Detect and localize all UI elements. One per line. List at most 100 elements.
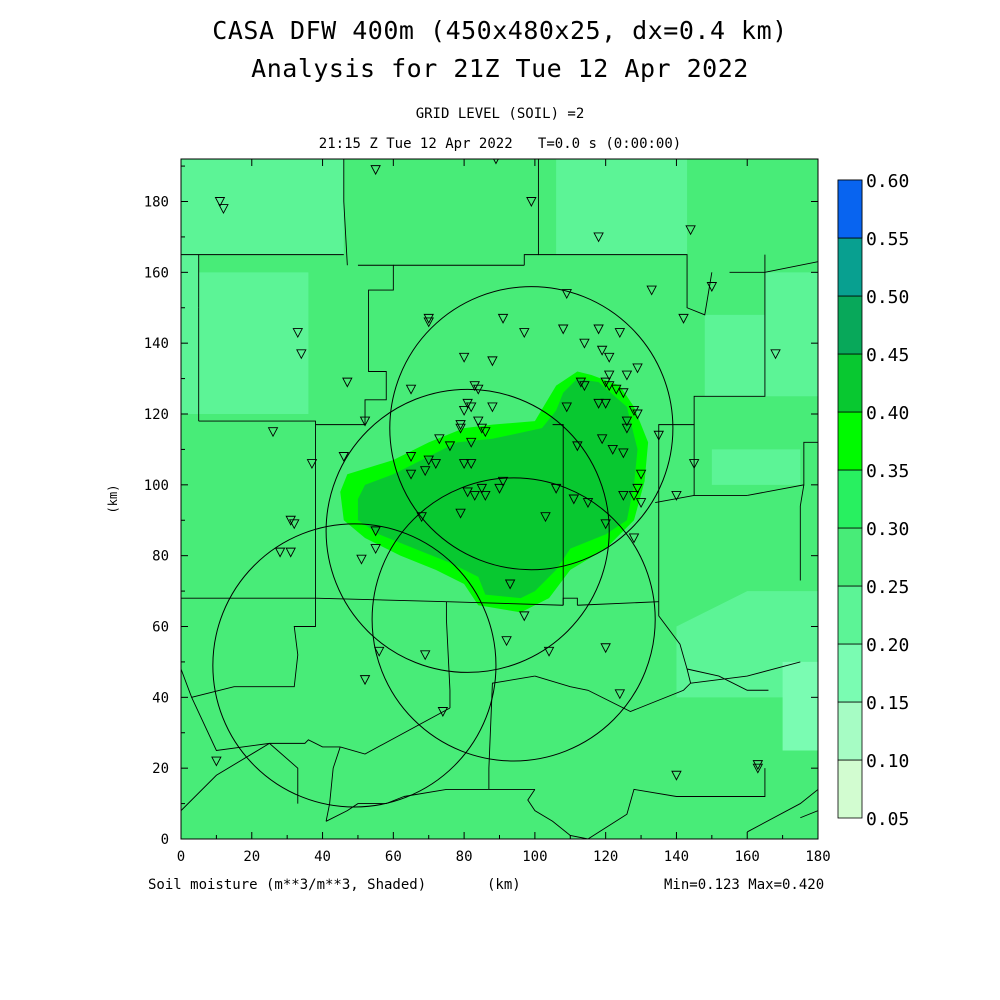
station-marker bbox=[635, 498, 647, 509]
shading-patch-0.20-0.25 bbox=[181, 159, 344, 255]
county-boundary bbox=[340, 707, 451, 755]
station-marker bbox=[458, 406, 470, 416]
range-ring bbox=[325, 388, 610, 673]
y-tick-label: 20 bbox=[152, 761, 169, 777]
station-marker bbox=[568, 494, 580, 505]
shading-patch-0.20-0.25 bbox=[181, 254, 199, 414]
station-marker bbox=[575, 377, 587, 388]
station-marker bbox=[405, 452, 417, 462]
station-marker bbox=[462, 487, 473, 498]
station-marker bbox=[540, 512, 551, 523]
station-marker bbox=[596, 434, 608, 445]
station-marker bbox=[434, 434, 445, 445]
station-marker bbox=[292, 328, 304, 339]
county-boundary bbox=[747, 441, 818, 496]
x-tick-label: 40 bbox=[314, 849, 331, 865]
station-marker bbox=[211, 756, 222, 767]
station-marker bbox=[342, 377, 353, 388]
station-marker bbox=[465, 437, 477, 448]
y-tick-label: 100 bbox=[144, 478, 169, 494]
station-marker bbox=[618, 491, 629, 501]
station-marker bbox=[621, 370, 633, 381]
radar-range-rings bbox=[212, 286, 674, 808]
x-tick-label: 0 bbox=[177, 849, 185, 865]
station-marker bbox=[356, 554, 367, 565]
colorbar-label: 0.05 bbox=[866, 809, 909, 830]
station-marker bbox=[419, 650, 431, 661]
station-marker bbox=[603, 352, 615, 363]
y-tick-label: 80 bbox=[152, 549, 169, 565]
county-boundary bbox=[488, 675, 535, 790]
county-boundary bbox=[658, 254, 766, 602]
station-marker bbox=[607, 444, 618, 455]
county-boundary bbox=[534, 601, 692, 712]
colorbar-label: 0.25 bbox=[866, 577, 909, 598]
station-marker bbox=[550, 483, 562, 494]
county-boundary bbox=[445, 601, 451, 708]
y-tick-label: 120 bbox=[144, 407, 169, 423]
county-boundary bbox=[562, 597, 578, 606]
y-tick-label: 160 bbox=[144, 265, 169, 281]
station-marker bbox=[423, 455, 434, 466]
colorbar-label: 0.60 bbox=[866, 171, 909, 192]
station-marker bbox=[618, 448, 629, 459]
county-boundary bbox=[587, 768, 766, 839]
station-marker bbox=[497, 476, 509, 487]
y-tick-label: 40 bbox=[152, 690, 169, 706]
station-marker bbox=[501, 636, 512, 647]
station-marker bbox=[519, 328, 530, 339]
station-marker bbox=[359, 416, 371, 427]
station-marker bbox=[611, 384, 622, 395]
station-marker bbox=[557, 324, 569, 335]
station-marker bbox=[543, 646, 555, 657]
range-ring bbox=[371, 477, 656, 762]
county-boundary bbox=[325, 796, 405, 822]
x-tick-label: 120 bbox=[593, 849, 618, 865]
shading-patch-0.20-0.25 bbox=[711, 449, 801, 485]
station-marker bbox=[455, 420, 466, 431]
station-marker bbox=[628, 533, 640, 544]
station-marker bbox=[444, 441, 456, 452]
station-marker bbox=[373, 646, 385, 657]
station-marker bbox=[285, 547, 296, 558]
county-boundary bbox=[325, 746, 341, 822]
county-boundary bbox=[403, 788, 489, 797]
station-marker bbox=[405, 469, 417, 480]
colorbar-bin bbox=[837, 643, 863, 703]
station-marker bbox=[487, 402, 498, 413]
station-marker bbox=[561, 289, 572, 300]
station-marker bbox=[600, 643, 611, 654]
county-boundary bbox=[552, 424, 564, 606]
station-marker bbox=[469, 381, 480, 392]
station-marker bbox=[582, 498, 594, 509]
station-marker bbox=[603, 370, 615, 381]
station-marker bbox=[274, 547, 286, 558]
station-marker bbox=[632, 409, 643, 420]
station-marker bbox=[646, 285, 657, 296]
minmax-label: Min=0.123 Max=0.420 bbox=[664, 877, 825, 893]
shading-region-0.40-0.45 bbox=[357, 378, 638, 599]
x-tick-label: 180 bbox=[805, 849, 830, 865]
county-boundary bbox=[577, 601, 659, 606]
county-boundary bbox=[343, 159, 348, 266]
colorbar-bin bbox=[837, 527, 863, 587]
station-marker bbox=[370, 526, 381, 537]
variable-label: Soil moisture (m**3/m**3, Shaded) bbox=[148, 877, 427, 893]
shading-patch-0.20-0.25 bbox=[556, 159, 688, 255]
colorbar-label: 0.45 bbox=[866, 345, 909, 366]
station-marker bbox=[296, 349, 307, 360]
x-tick-label: 140 bbox=[664, 849, 689, 865]
station-marker bbox=[628, 406, 640, 416]
station-marker bbox=[752, 763, 764, 774]
station-marker bbox=[288, 519, 300, 530]
station-marker bbox=[455, 508, 466, 519]
county-boundary bbox=[269, 743, 299, 804]
station-marker bbox=[688, 459, 700, 470]
station-marker bbox=[504, 579, 516, 590]
colorbar-label: 0.15 bbox=[866, 693, 909, 714]
colorbar-label: 0.40 bbox=[866, 403, 909, 424]
station-marker bbox=[632, 363, 643, 374]
county-boundary bbox=[523, 159, 539, 266]
station-marker bbox=[423, 313, 434, 324]
county-boundary bbox=[690, 661, 801, 684]
